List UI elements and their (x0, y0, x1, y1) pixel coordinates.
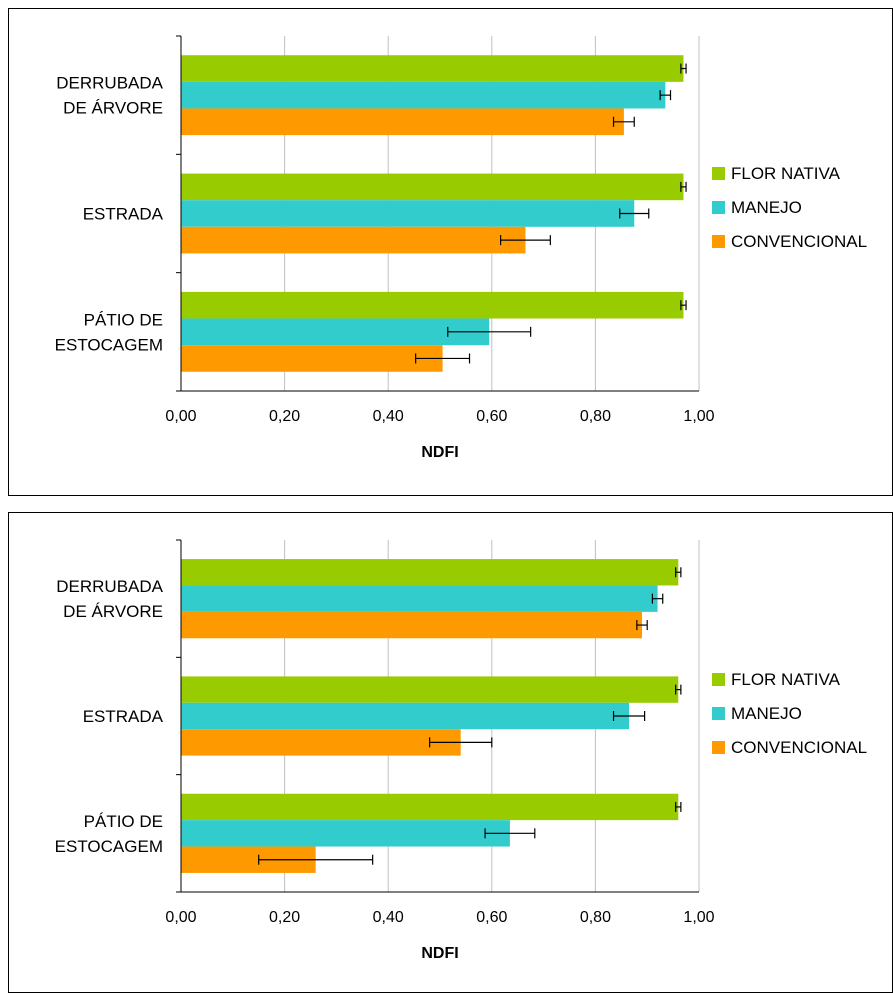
bar-manejo (181, 820, 510, 846)
x-tick-label: 1,00 (683, 909, 714, 926)
x-tick-label: 0,60 (476, 909, 507, 926)
bar-manejo (181, 319, 489, 346)
legend-label: MANEJO (731, 198, 802, 217)
x-axis-title: NDFI (421, 444, 458, 461)
x-tick-label: 0,60 (476, 408, 507, 425)
x-tick-label: 0,20 (269, 408, 300, 425)
bar-flor-nativa (181, 292, 683, 319)
x-axis-title: NDFI (421, 945, 458, 962)
legend-swatch (712, 673, 725, 686)
bar-flor-nativa (181, 55, 683, 82)
legend-label: CONVENCIONAL (731, 232, 867, 251)
x-tick-label: 0,00 (165, 909, 196, 926)
chart-panel-top: DERRUBADA DE ÁRVORE ESTRADA PÁTIO DE ESTOCAG… (8, 8, 893, 496)
bar-convencional (181, 108, 624, 135)
x-tick-label: 1,00 (683, 408, 714, 425)
legend-swatch (712, 707, 725, 720)
category-label: ESTRADA (83, 205, 164, 224)
category-label: ESTRADA (83, 707, 164, 726)
x-tick-label: 0,40 (373, 909, 404, 926)
category-label: ESTOCAGEM (55, 335, 163, 354)
x-tick-label: 0,40 (373, 408, 404, 425)
bar-convencional (181, 227, 525, 254)
bar-flor-nativa (181, 559, 678, 585)
x-tick-label: 0,80 (580, 408, 611, 425)
x-tick-label: 0,80 (580, 909, 611, 926)
category-label: PÁTIO DE (84, 310, 163, 329)
legend-label: FLOR NATIVA (731, 670, 841, 689)
bar-convencional (181, 612, 642, 638)
bar-convencional (181, 345, 443, 372)
legend-swatch (712, 741, 725, 754)
legend-swatch (712, 235, 725, 248)
category-label: PÁTIO DE (84, 812, 163, 831)
category-label: DE ÁRVORE (63, 602, 163, 621)
bar-manejo (181, 585, 658, 611)
x-tick-label: 0,00 (165, 408, 196, 425)
legend-swatch (712, 201, 725, 214)
bar-flor-nativa (181, 794, 678, 820)
bar-manejo (181, 703, 629, 729)
category-label: DERRUBADA (56, 74, 163, 93)
legend-swatch (712, 167, 725, 180)
legend-label: MANEJO (731, 704, 802, 723)
chart-svg-bottom: DERRUBADA DE ÁRVORE ESTRADA PÁTIO DE ESTOCAG… (9, 513, 893, 994)
legend-label: CONVENCIONAL (731, 738, 867, 757)
category-label: ESTOCAGEM (55, 837, 163, 856)
chart-panel-bottom: DERRUBADA DE ÁRVORE ESTRADA PÁTIO DE ESTOCAG… (8, 512, 893, 993)
bar-flor-nativa (181, 676, 678, 702)
bar-manejo (181, 82, 665, 109)
chart-svg-top: DERRUBADA DE ÁRVORE ESTRADA PÁTIO DE ESTOCAG… (9, 9, 893, 497)
bar-convencional (181, 729, 461, 755)
bar-manejo (181, 200, 634, 227)
legend-label: FLOR NATIVA (731, 164, 841, 183)
category-label: DE ÁRVORE (63, 99, 163, 118)
bar-flor-nativa (181, 174, 683, 201)
category-label: DERRUBADA (56, 577, 163, 596)
x-tick-label: 0,20 (269, 909, 300, 926)
